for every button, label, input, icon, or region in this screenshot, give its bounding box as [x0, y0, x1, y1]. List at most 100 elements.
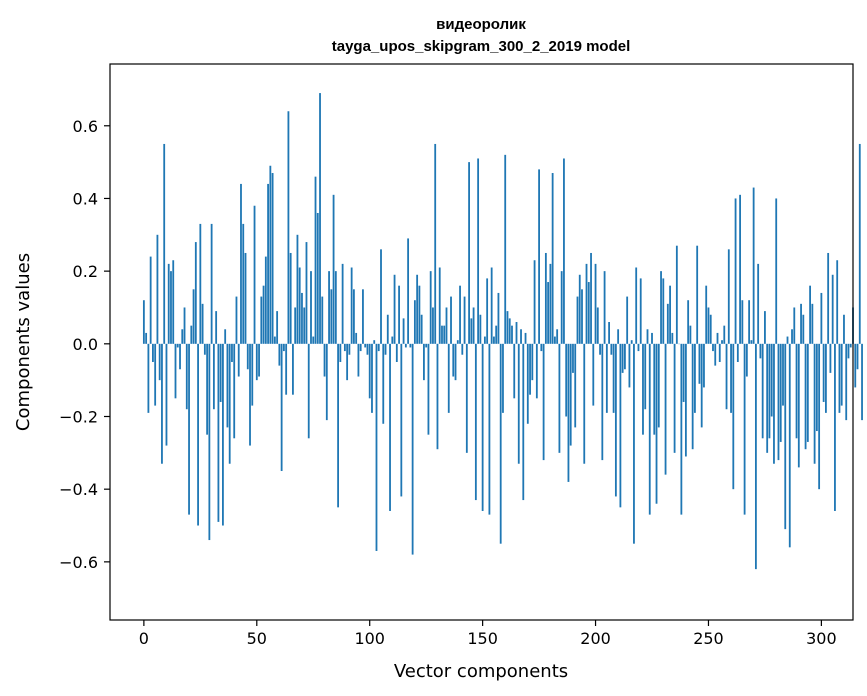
bar-126 — [427, 343, 430, 435]
bar-37 — [226, 343, 229, 428]
x-tick-label-250: 250 — [693, 629, 724, 648]
bar-134 — [445, 307, 448, 344]
x-tick-label-150: 150 — [467, 629, 498, 648]
bar-53 — [262, 285, 265, 344]
bar-264 — [739, 194, 741, 344]
bar-112 — [395, 343, 398, 362]
bar-206 — [608, 322, 610, 344]
x-tick-label-300: 300 — [806, 629, 837, 648]
bar-63 — [285, 343, 288, 395]
bar-147 — [474, 343, 477, 501]
bar-142 — [463, 296, 466, 344]
bar-16 — [179, 343, 181, 370]
bar-313 — [849, 343, 852, 348]
x-tick-label-200: 200 — [580, 629, 611, 648]
bar-60 — [278, 343, 281, 366]
bar-248 — [703, 343, 705, 388]
bar-4 — [152, 343, 154, 362]
bar-173 — [533, 260, 536, 344]
x-axis-ticks: 0 50 100 150 200 250 300 — [139, 620, 837, 648]
bar-201 — [596, 307, 599, 344]
bar-127 — [429, 271, 432, 344]
bar-88 — [341, 263, 344, 344]
bar-50 — [255, 343, 258, 381]
bar-175 — [538, 169, 540, 344]
bar-199 — [592, 343, 595, 406]
bar-159 — [502, 343, 504, 413]
bar-227 — [655, 343, 658, 504]
bar-308 — [838, 343, 841, 413]
bar-161 — [506, 311, 509, 344]
bar-188 — [567, 343, 570, 482]
bar-5 — [154, 343, 157, 406]
bar-90 — [346, 343, 349, 381]
bar-33 — [217, 343, 220, 522]
bar-255 — [718, 343, 721, 362]
bar-318 — [861, 343, 863, 421]
bar-232 — [666, 303, 669, 344]
bar-235 — [673, 343, 676, 453]
bar-164 — [513, 343, 516, 399]
bar-253 — [714, 343, 717, 366]
bar-294 — [806, 343, 809, 442]
bar-116 — [404, 343, 407, 348]
bar-309 — [840, 343, 843, 406]
bar-302 — [825, 343, 827, 413]
bar-216 — [630, 340, 633, 344]
bar-137 — [452, 343, 455, 377]
bar-153 — [488, 343, 491, 515]
bar-25 — [199, 223, 202, 344]
bar-280 — [775, 198, 778, 344]
bar-146 — [472, 307, 475, 344]
bar-158 — [499, 343, 502, 544]
bar-221 — [642, 343, 644, 435]
bar-283 — [782, 343, 784, 406]
chart-title-line-2: tayga_upos_skipgram_300_2_2019 model — [332, 38, 631, 55]
bar-75 — [312, 336, 315, 344]
bar-11 — [167, 263, 170, 344]
bar-102 — [373, 340, 376, 344]
bar-183 — [556, 329, 559, 344]
bar-125 — [425, 343, 428, 348]
bar-144 — [468, 162, 470, 344]
bar-300 — [820, 292, 823, 344]
bar-203 — [601, 343, 604, 461]
bar-83 — [330, 289, 333, 344]
bar-92 — [350, 267, 353, 344]
y-axis-ticks: −0.6 −0.4 −0.2 0.0 0.2 0.4 0.6 — [59, 117, 110, 572]
bar-223 — [646, 329, 649, 344]
bar-270 — [752, 187, 755, 344]
bar-13 — [172, 260, 175, 344]
bar-177 — [542, 343, 545, 461]
bar-160 — [504, 154, 507, 344]
bar-40 — [233, 343, 236, 439]
bar-59 — [276, 311, 279, 344]
bar-111 — [393, 274, 396, 344]
bar-210 — [617, 329, 620, 344]
bar-58 — [273, 336, 276, 344]
bar-45 — [244, 252, 247, 344]
bar-136 — [450, 296, 452, 344]
bar-285 — [786, 336, 789, 344]
bar-163 — [511, 325, 513, 344]
y-tick-label-5: 0.4 — [73, 189, 98, 208]
bar-284 — [784, 343, 787, 530]
bar-287 — [791, 329, 793, 344]
bar-179 — [547, 282, 550, 344]
bar-152 — [486, 278, 489, 344]
bar-260 — [730, 343, 732, 413]
bar-123 — [420, 314, 423, 344]
bar-31 — [212, 343, 215, 410]
bar-222 — [644, 343, 647, 410]
bar-139 — [456, 340, 459, 344]
bar-165 — [515, 322, 518, 344]
bar-32 — [215, 311, 218, 344]
bar-282 — [779, 343, 782, 442]
bar-297 — [813, 343, 816, 464]
bar-141 — [461, 343, 464, 355]
bar-212 — [621, 343, 624, 373]
bar-261 — [732, 343, 735, 490]
bar-240 — [684, 343, 687, 457]
bar-194 — [581, 289, 583, 344]
